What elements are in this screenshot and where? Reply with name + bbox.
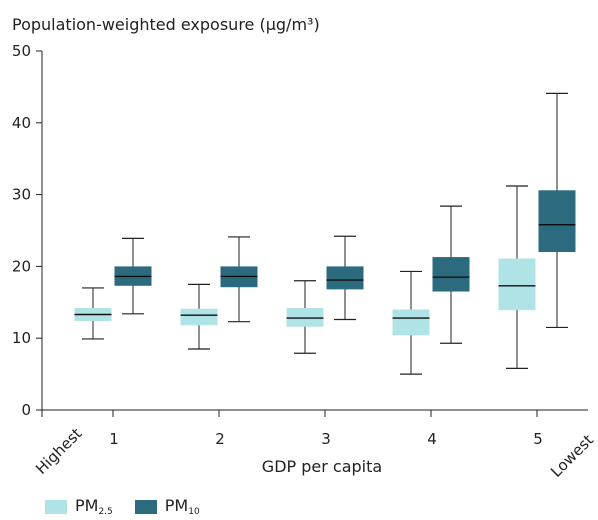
y-tick-label: 40 (12, 114, 31, 132)
box-pm25-4 (392, 270, 430, 375)
legend-swatch-pm25 (45, 499, 67, 514)
x-axis-ticks: 1 2 3 4 5 (41, 410, 543, 448)
box-pm10-4 (432, 205, 470, 344)
x-tick-label: 1 (109, 430, 119, 448)
iqr-box (286, 308, 324, 327)
y-tick-label: 20 (12, 257, 31, 275)
legend-item-pm25: PM2.5 (45, 496, 113, 517)
y-tick-label: 50 (12, 42, 31, 60)
x-tick-label: 5 (533, 430, 543, 448)
box-pm10-1 (114, 237, 152, 315)
legend-item-pm10: PM10 (134, 496, 200, 517)
y-tick-label: 10 (12, 329, 31, 347)
x-tick-label: 3 (321, 430, 331, 448)
box-pm25-2 (180, 283, 218, 350)
x-axis-title: GDP per capita (262, 457, 382, 476)
iqr-box (538, 190, 576, 253)
iqr-box (180, 308, 218, 326)
x-end-label-highest: Highest (32, 424, 85, 477)
box-pm10-2 (220, 236, 258, 323)
legend-swatch-pm10 (134, 499, 157, 514)
legend: PM2.5 PM10 (45, 496, 222, 517)
legend-label-pm25: PM2.5 (75, 496, 113, 517)
box-pm25-5 (498, 185, 536, 369)
box-series (74, 92, 576, 375)
iqr-box (498, 258, 536, 311)
chart-title: Population-weighted exposure (µg/m³) (12, 15, 320, 34)
legend-label-pm10: PM10 (164, 496, 200, 517)
iqr-box (432, 257, 470, 292)
box-pm10-3 (326, 235, 364, 321)
box-pm25-3 (286, 280, 324, 354)
y-axis-ticks: 0 10 20 30 40 50 (12, 42, 42, 419)
x-end-label-lowest: Lowest (547, 431, 597, 481)
y-tick-label: 0 (21, 401, 31, 419)
x-tick-label: 2 (215, 430, 225, 448)
iqr-box (392, 309, 430, 336)
x-tick-label: 4 (427, 430, 437, 448)
y-tick-label: 30 (12, 186, 31, 204)
box-plot-chart: Population-weighted exposure (µg/m³) 010… (12, 15, 597, 481)
box-pm25-1 (74, 287, 112, 340)
box-pm10-5 (538, 92, 576, 329)
iqr-box (326, 266, 364, 290)
